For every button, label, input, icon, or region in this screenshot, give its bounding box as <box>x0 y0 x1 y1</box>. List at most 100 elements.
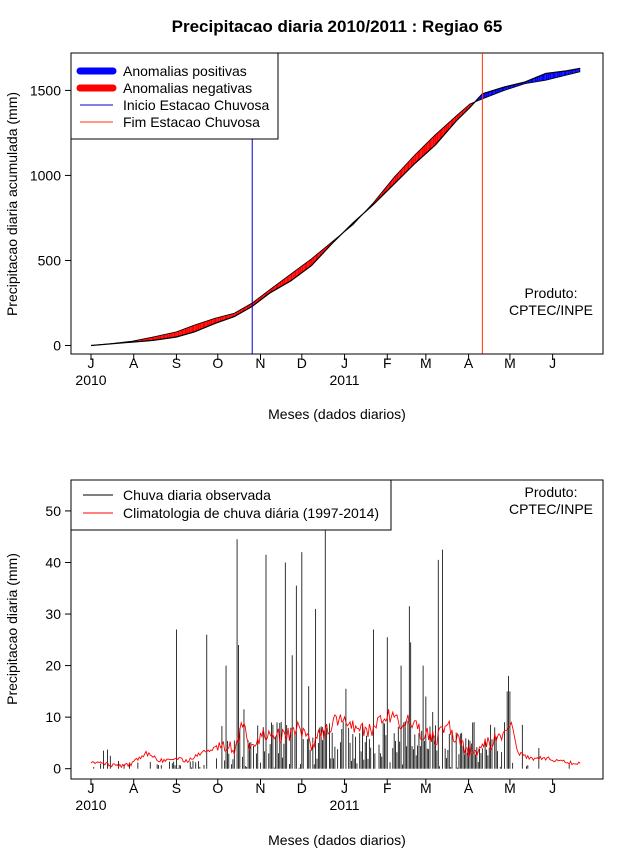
positive-anomaly-segment <box>540 75 542 82</box>
x-tick-label: M <box>420 780 432 796</box>
negative-anomaly-segment <box>198 323 200 331</box>
positive-anomaly-segment <box>497 88 499 94</box>
positive-anomaly-segment <box>548 72 550 80</box>
negative-anomaly-segment <box>442 127 444 137</box>
top-legend: Anomalias positivas Anomalias negativas … <box>70 52 279 140</box>
negative-anomaly-segment <box>168 333 170 339</box>
y-tick-label: 50 <box>45 503 61 519</box>
positive-anomaly-segment <box>560 71 563 77</box>
negative-anomaly-segment <box>179 330 181 337</box>
positive-anomaly-segment <box>578 68 581 72</box>
negative-anomaly-segment <box>175 331 177 338</box>
negative-anomaly-segment <box>446 123 448 133</box>
positive-anomaly-segment <box>554 72 556 79</box>
negative-anomaly-segment <box>181 329 184 336</box>
negative-anomaly-segment <box>164 334 166 339</box>
negative-anomaly-segment <box>399 169 401 179</box>
negative-anomaly-segment <box>219 316 221 322</box>
negative-anomaly-segment <box>308 259 311 268</box>
negative-anomaly-segment <box>165 334 167 339</box>
year-label-2010: 2010 <box>75 372 106 388</box>
positive-anomaly-segment <box>569 70 571 75</box>
negative-anomaly-segment <box>184 328 187 335</box>
negative-anomaly-segment <box>195 324 198 332</box>
x-tick-label: J <box>549 780 556 796</box>
negative-anomaly-segment <box>147 337 149 341</box>
negative-anomaly-segment <box>153 336 155 341</box>
negative-anomaly-segment <box>176 331 178 337</box>
positive-anomaly-segment <box>498 88 501 93</box>
negative-anomaly-segment <box>151 337 153 341</box>
climatology-line-group <box>90 709 581 769</box>
negative-anomaly-segment <box>294 270 297 278</box>
positive-anomaly-segment <box>549 72 552 80</box>
negative-anomaly-segment <box>417 151 419 161</box>
negative-anomaly-segment <box>443 125 446 136</box>
x-tick-label: J <box>549 355 556 371</box>
negative-anomaly-segment <box>202 321 204 329</box>
negative-anomaly-segment <box>445 124 447 134</box>
positive-anomaly-segment <box>570 69 572 75</box>
negative-anomaly-segment <box>427 141 429 153</box>
positive-anomaly-segment <box>567 70 570 75</box>
positive-anomaly-segment <box>544 73 546 81</box>
negative-anomaly-segment <box>166 333 169 339</box>
bottom-product-label-1: Produto: <box>525 484 578 500</box>
negative-anomaly-segment <box>300 265 302 274</box>
negative-anomaly-segment <box>391 178 393 187</box>
y-tick-label: 30 <box>45 606 61 622</box>
negative-anomaly-segment <box>392 177 395 186</box>
negative-anomaly-segment <box>405 163 407 174</box>
positive-anomaly-segment <box>574 69 577 74</box>
negative-anomaly-segment <box>288 275 290 283</box>
negative-anomaly-segment <box>310 258 312 267</box>
positive-anomaly-areas <box>341 68 581 234</box>
x-tick-label: M <box>420 355 432 371</box>
positive-anomaly-segment <box>566 70 568 76</box>
negative-anomaly-segment <box>441 128 443 139</box>
top-y-axis-label: Precipitacao diaria acumulada (mm) <box>4 92 20 316</box>
negative-anomaly-segment <box>230 313 232 318</box>
x-tick-label: D <box>297 355 307 371</box>
positive-anomaly-segment <box>562 71 564 77</box>
negative-anomaly-segment <box>197 323 199 331</box>
negative-anomaly-segment <box>296 269 298 277</box>
positive-anomaly-segment <box>541 74 543 81</box>
year-label-2011: 2011 <box>329 797 359 813</box>
top-product-label-2: CPTEC/INPE <box>509 302 593 318</box>
negative-anomaly-segment <box>398 171 400 180</box>
positive-anomaly-segment <box>565 70 567 76</box>
negative-anomaly-segment <box>201 322 203 330</box>
x-tick-label: A <box>129 780 139 796</box>
negative-anomaly-segment <box>304 262 306 271</box>
negative-anomaly-segment <box>226 315 228 320</box>
negative-anomaly-segment <box>210 319 213 326</box>
negative-anomaly-segment <box>436 132 439 144</box>
negative-anomaly-segment <box>159 335 162 340</box>
negative-anomaly-segment <box>395 174 397 183</box>
positive-anomaly-segment <box>485 92 487 98</box>
positive-anomaly-segment <box>537 76 539 82</box>
legend-negative-label: Anomalias negativas <box>123 80 252 96</box>
positive-anomaly-segment <box>536 76 538 82</box>
negative-anomaly-segment <box>430 138 432 150</box>
negative-anomaly-segment <box>187 327 189 334</box>
y-tick-label: 1500 <box>30 82 61 98</box>
negative-anomaly-segment <box>173 332 176 338</box>
negative-anomaly-segment <box>410 158 413 168</box>
bottom-product-label-2: CPTEC/INPE <box>509 501 593 517</box>
x-tick-label: J <box>88 355 95 371</box>
x-tick-label: J <box>341 780 348 796</box>
negative-anomaly-segment <box>306 261 308 270</box>
negative-anomaly-segment <box>303 263 305 272</box>
negative-anomaly-segment <box>216 317 218 323</box>
negative-anomaly-segment <box>191 325 193 333</box>
positive-anomaly-segment <box>508 85 510 90</box>
negative-anomaly-segment <box>180 329 182 336</box>
positive-anomaly-segment <box>493 90 495 95</box>
negative-anomaly-segment <box>161 334 163 340</box>
negative-anomaly-segment <box>148 337 151 341</box>
y-tick-label: 40 <box>45 554 61 570</box>
